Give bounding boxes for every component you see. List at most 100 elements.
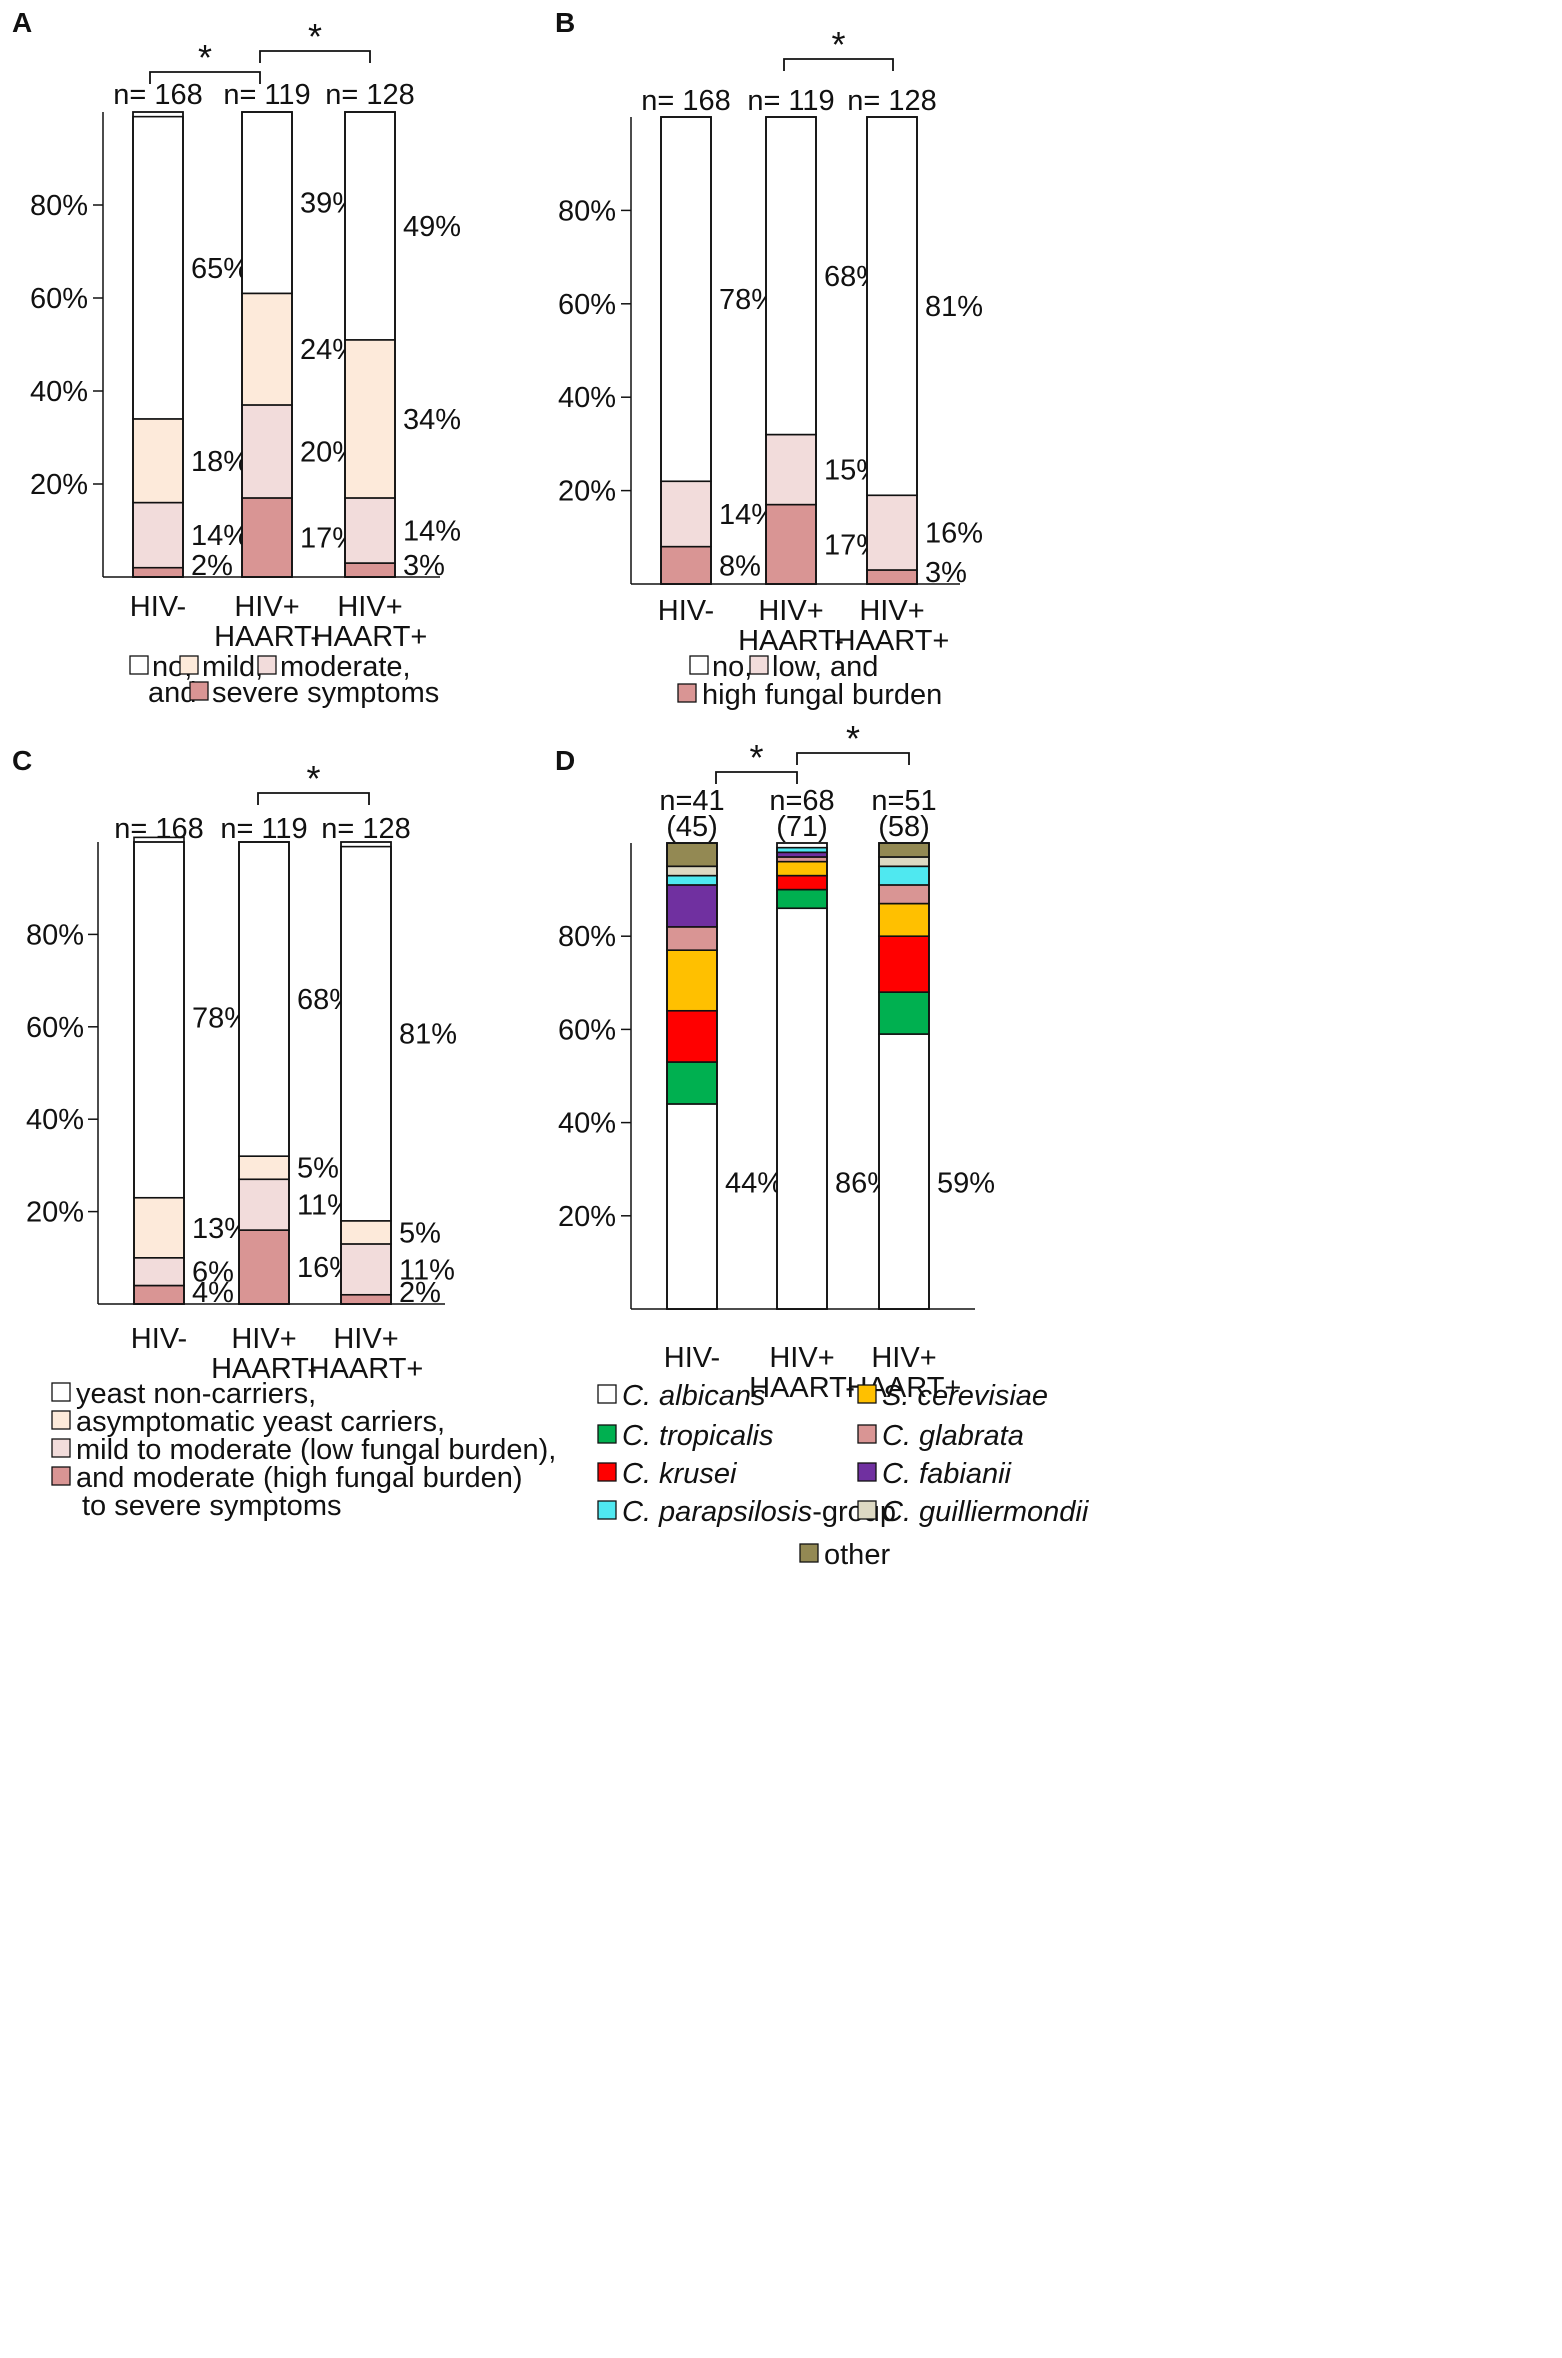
category-label: HAART+	[313, 621, 428, 653]
bar-segment	[133, 836, 185, 1199]
y-tick-label: 40%	[26, 1104, 84, 1136]
legend-swatch	[689, 655, 709, 675]
value-label: 3%	[403, 550, 445, 582]
bar-outline	[776, 842, 828, 1310]
legend-label: severe symptoms	[212, 677, 439, 709]
category-label: HIV+	[337, 591, 402, 623]
y-tick-label: 80%	[30, 190, 88, 222]
bar-segment	[344, 339, 396, 499]
n-label: n= 119	[223, 79, 310, 111]
value-label: 16%	[925, 518, 983, 550]
n-sub-label: (58)	[878, 811, 930, 843]
bar-segment	[776, 846, 828, 854]
value-label: 34%	[403, 404, 461, 436]
bar-outline	[866, 116, 918, 585]
bar-segment	[666, 884, 718, 928]
legend-swatch	[51, 1438, 71, 1458]
y-tick-label: 20%	[558, 476, 616, 508]
value-label: 14%	[403, 516, 461, 548]
legend-swatch	[597, 1462, 617, 1482]
value-label: 18%	[191, 446, 249, 478]
legend-swatch	[51, 1410, 71, 1430]
bar-segment	[238, 1178, 290, 1231]
panel-a: A20%40%60%80%2%14%18%65%n= 168HIV-17%20%…	[12, 7, 461, 709]
bar-outline	[238, 841, 290, 1305]
bar-segment	[133, 1196, 185, 1259]
bar-segment	[133, 1284, 185, 1305]
category-label: HIV-	[130, 591, 186, 623]
category-label: HAART-	[749, 1372, 855, 1404]
legend-label: yeast non-carriers,	[76, 1378, 316, 1410]
category-label: HIV+	[234, 591, 299, 623]
legend-label-part: C. albicans	[622, 1380, 765, 1412]
bar-segment	[132, 115, 184, 420]
bar-segment	[666, 842, 718, 868]
value-label: 6%	[192, 1257, 234, 1289]
panel-letter: B	[555, 7, 575, 38]
n-label: n= 168	[113, 79, 203, 111]
bar-segment	[660, 480, 712, 548]
value-label: 81%	[925, 291, 983, 323]
significance-bracket	[796, 752, 910, 765]
legend-label-part: S. cerevisiae	[882, 1380, 1048, 1412]
legend-label: C. parapsilosis-group	[622, 1496, 896, 1528]
legend-swatch	[189, 681, 209, 701]
legend-label: mild to moderate (low fungal burden),	[76, 1434, 556, 1466]
bar-outline	[765, 116, 817, 585]
legend-label: low, and	[772, 651, 878, 683]
category-label: HIV+	[871, 1342, 936, 1374]
y-tick-label: 80%	[558, 921, 616, 953]
category-label: HAART-	[738, 625, 844, 657]
significance-star: *	[846, 718, 860, 759]
bar-segment	[344, 111, 396, 341]
significance-bracket	[715, 771, 798, 784]
bar-segment	[878, 902, 930, 938]
bar-segment	[340, 1243, 392, 1296]
category-label: HAART+	[835, 625, 950, 657]
n-label: n= 128	[325, 79, 415, 111]
bar-outline	[344, 111, 396, 578]
bar-segment	[340, 845, 392, 1222]
y-tick-label: 60%	[30, 283, 88, 315]
bar-outline	[878, 842, 930, 1310]
legend-swatch	[857, 1384, 877, 1404]
bar-outline	[241, 111, 293, 578]
value-label: 49%	[403, 211, 461, 243]
n-label: n=68	[769, 785, 834, 817]
legend-label: high fungal burden	[702, 679, 942, 711]
bar-segment	[132, 418, 184, 504]
category-label: HIV+	[231, 1323, 296, 1355]
significance-bracket	[783, 58, 894, 71]
legend-label: to severe symptoms	[82, 1490, 341, 1522]
legend-label-part: -group	[812, 1496, 896, 1528]
bar-segment	[238, 1155, 290, 1181]
bar-segment	[238, 841, 290, 1157]
value-label: 2%	[399, 1277, 441, 1309]
value-label: 4%	[192, 1277, 234, 1309]
n-label: n= 119	[220, 813, 307, 845]
panel-letter: D	[555, 745, 575, 776]
n-sub-label: (45)	[666, 811, 718, 843]
bar-segment	[776, 860, 828, 877]
category-label: HAART+	[309, 1353, 424, 1385]
bar-segment	[666, 1009, 718, 1063]
y-tick-label: 80%	[558, 195, 616, 227]
bar-segment	[133, 1257, 185, 1287]
legend-swatch	[857, 1462, 877, 1482]
legend-label-part: C. parapsilosis	[622, 1496, 812, 1528]
panel-d: D20%40%60%80%44%n=41(45)HIV-86%n=68(71)H…	[555, 718, 1090, 1571]
bar-outline	[660, 116, 712, 585]
legend-label: C. albicans	[622, 1380, 765, 1412]
n-label: n= 128	[847, 85, 937, 117]
value-label: 3%	[925, 557, 967, 589]
legend-label: and	[148, 677, 196, 709]
bar-segment	[776, 874, 828, 891]
significance-star: *	[306, 758, 320, 799]
y-tick-label: 80%	[26, 919, 84, 951]
y-tick-label: 40%	[558, 1108, 616, 1140]
y-tick-label: 40%	[30, 376, 88, 408]
n-label: n= 119	[747, 85, 834, 117]
bar-segment	[344, 497, 396, 564]
bar-segment	[241, 404, 293, 499]
